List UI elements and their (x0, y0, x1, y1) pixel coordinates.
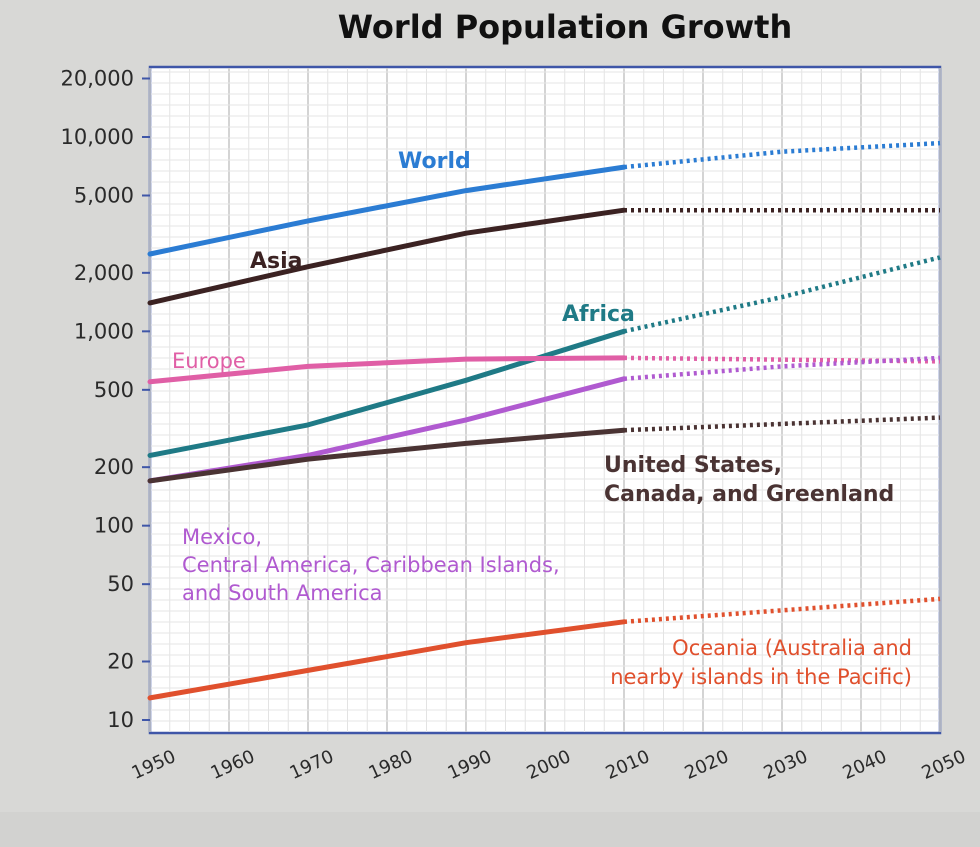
y-tick-label: 10 (107, 708, 134, 732)
y-tick-label: 20 (107, 649, 134, 673)
y-tick-label: 2,000 (74, 261, 134, 285)
chart-title: World Population Growth (338, 8, 792, 46)
y-tick-label: 5,000 (74, 184, 134, 208)
series-label: Oceania (Australia and nearby islands in … (610, 636, 912, 689)
series-lines (147, 140, 941, 701)
series-5 (147, 415, 941, 484)
series-6 (147, 596, 941, 701)
series-line-projected (623, 255, 941, 334)
y-tick-label: 20,000 (61, 66, 134, 90)
y-axis-ticks: 20,000 10,000 5,000 2,000 1,000 500 200 100 50 20… (61, 66, 150, 732)
series-1 (147, 207, 940, 306)
series-3 (147, 355, 941, 385)
y-tick-label: 500 (94, 378, 134, 402)
series-label: Asia (250, 249, 303, 274)
series-labels: World Asia Africa Europe Mexico, Central Amer… (172, 149, 912, 689)
y-tick-label: 100 (94, 514, 134, 538)
series-line-actual (147, 619, 627, 701)
series-label: Europe (172, 349, 246, 373)
series-line-actual (147, 328, 627, 458)
grid (149, 68, 941, 732)
y-tick-label: 200 (94, 455, 134, 479)
series-label: Africa (562, 302, 635, 327)
series-line-actual (147, 164, 627, 257)
series-label: World (398, 149, 471, 174)
series-2 (147, 255, 941, 458)
series-line-actual (147, 427, 627, 484)
y-tick-label: 50 (107, 572, 134, 596)
bottom-strip (0, 812, 980, 847)
series-label: United States, Canada, and Greenland (604, 453, 894, 507)
series-0 (147, 140, 941, 257)
y-tick-label: 1,000 (74, 319, 134, 343)
title-crop-mask (0, 47, 980, 67)
series-label: Mexico, Central America, Caribbean Island… (182, 525, 560, 605)
series-line-actual (147, 207, 627, 306)
y-tick-label: 10,000 (61, 125, 134, 149)
series-line-actual (147, 355, 627, 385)
